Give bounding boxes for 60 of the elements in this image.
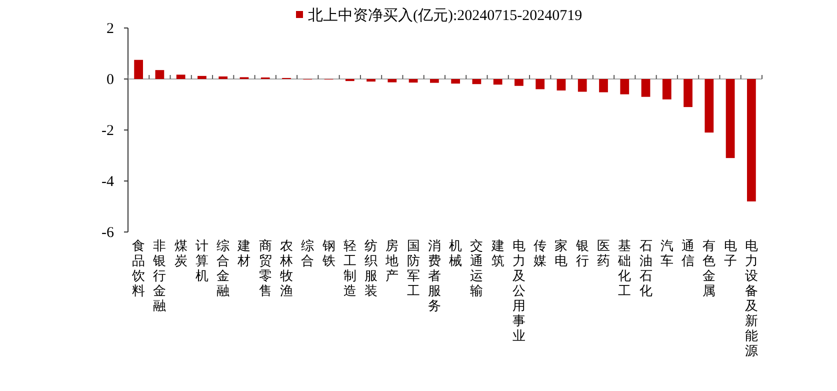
x-tick-label: 国防军工 bbox=[406, 238, 420, 298]
x-tick-label: 有色金属 bbox=[702, 238, 716, 298]
x-tick-label: 电力设备及新能源 bbox=[744, 238, 758, 358]
y-tick-label: 2 bbox=[106, 21, 114, 37]
x-tick-label: 建筑 bbox=[490, 238, 504, 268]
bar bbox=[556, 79, 566, 90]
bar bbox=[388, 79, 397, 82]
legend-label: 北上中资净买入(亿元):20240715-20240719 bbox=[308, 7, 582, 24]
x-tick-label: 医药 bbox=[597, 238, 610, 268]
bar bbox=[536, 79, 545, 90]
y-tick-label: -2 bbox=[102, 123, 114, 139]
bar bbox=[684, 79, 692, 108]
bar bbox=[472, 79, 482, 84]
x-tick-label: 商贸零售 bbox=[258, 238, 272, 298]
x-tick-label: 银行 bbox=[574, 238, 589, 268]
x-tick-label: 基础化工 bbox=[617, 238, 632, 298]
bar bbox=[134, 60, 144, 79]
x-tick-label: 纺织服装 bbox=[364, 238, 378, 298]
bar bbox=[726, 79, 735, 158]
bar bbox=[641, 79, 650, 97]
x-tick-label: 汽车 bbox=[660, 238, 674, 268]
x-tick-label: 建材 bbox=[236, 238, 251, 268]
x-tick-label: 轻工制造 bbox=[343, 238, 356, 298]
x-tick-label: 煤炭 bbox=[174, 238, 188, 268]
bar bbox=[408, 79, 418, 83]
x-tick-label: 石油石化 bbox=[639, 238, 652, 298]
x-tick-label: 综合 bbox=[301, 238, 314, 268]
bar bbox=[620, 79, 630, 94]
y-tick-label: 0 bbox=[106, 72, 114, 88]
x-tick-label: 消费者服务 bbox=[428, 238, 441, 313]
x-tick-label: 交通运输 bbox=[470, 238, 484, 298]
x-tick-label: 非银行金融 bbox=[152, 238, 166, 313]
bar bbox=[599, 79, 608, 92]
bar bbox=[662, 79, 672, 100]
x-tick-label: 食品饮料 bbox=[131, 238, 146, 298]
bar bbox=[746, 79, 756, 202]
bar bbox=[578, 79, 587, 92]
bar bbox=[366, 79, 376, 82]
x-tick-label: 传媒 bbox=[534, 238, 547, 268]
x-tick-label: 钢铁 bbox=[321, 238, 336, 268]
bar bbox=[198, 76, 206, 79]
bar bbox=[176, 74, 186, 79]
bar bbox=[514, 79, 524, 86]
x-tick-label: 房地产 bbox=[384, 238, 399, 283]
bar bbox=[430, 79, 439, 83]
bar bbox=[451, 79, 460, 84]
bar bbox=[704, 79, 714, 133]
x-tick-label: 电子 bbox=[724, 238, 737, 268]
x-tick-label: 计算机 bbox=[195, 238, 208, 283]
x-tick-label: 家电 bbox=[554, 238, 568, 268]
y-tick-label: -6 bbox=[102, 225, 114, 241]
bar bbox=[493, 79, 502, 85]
x-tick-label: 电力及公用事业 bbox=[512, 238, 526, 343]
bar bbox=[218, 76, 228, 79]
x-tick-label: 农林牧渔 bbox=[279, 238, 293, 298]
x-tick-label: 通信 bbox=[682, 238, 695, 268]
y-tick-label: -4 bbox=[102, 174, 114, 190]
x-tick-label: 机械 bbox=[449, 238, 462, 268]
x-tick-label: 综合金融 bbox=[216, 238, 230, 298]
bar bbox=[155, 70, 164, 79]
